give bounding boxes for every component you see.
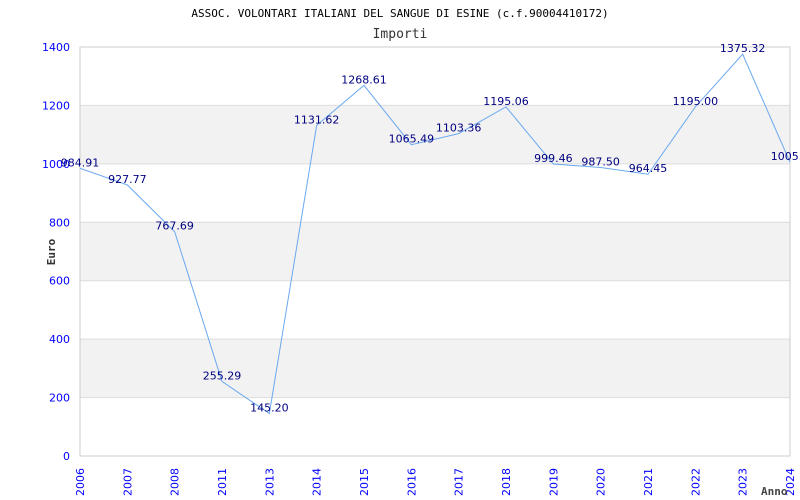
x-tick-label: 2007 bbox=[121, 468, 134, 496]
x-tick-label: 2018 bbox=[500, 468, 513, 496]
x-tick-label: 2017 bbox=[453, 468, 466, 496]
x-tick-label: 2019 bbox=[547, 468, 560, 496]
y-axis-label: Euro bbox=[45, 238, 58, 265]
data-label: 984.91 bbox=[61, 156, 100, 169]
x-tick-label: 2020 bbox=[595, 468, 608, 496]
y-tick-label: 600 bbox=[49, 275, 70, 288]
x-tick-label: 2015 bbox=[358, 468, 371, 496]
x-tick-label: 2013 bbox=[263, 468, 276, 496]
chart-subtitle: Importi bbox=[373, 27, 428, 42]
data-label: 1375.32 bbox=[720, 42, 766, 55]
data-label: 1131.62 bbox=[294, 113, 340, 126]
data-label: 999.46 bbox=[534, 152, 573, 165]
series-line bbox=[79, 53, 791, 415]
x-tick-label: 2014 bbox=[311, 468, 324, 496]
x-tick-label: 2016 bbox=[405, 468, 418, 496]
data-label: 1103.36 bbox=[436, 122, 482, 135]
data-label: 145.20 bbox=[250, 402, 289, 415]
grid-band bbox=[80, 222, 790, 281]
data-label: 1005.8 bbox=[771, 150, 800, 163]
x-tick-label: 2011 bbox=[216, 468, 229, 496]
data-label: 987.50 bbox=[581, 156, 620, 169]
y-tick-label: 200 bbox=[49, 392, 70, 405]
y-tick-label: 400 bbox=[49, 333, 70, 346]
x-tick-label: 2021 bbox=[642, 468, 655, 496]
x-tick-label: 2024 bbox=[784, 468, 797, 496]
data-label: 964.45 bbox=[629, 162, 668, 175]
x-tick-label: 2006 bbox=[74, 468, 87, 496]
data-label: 1268.61 bbox=[341, 73, 387, 86]
data-label: 1065.49 bbox=[389, 133, 435, 146]
x-tick-label: 2023 bbox=[737, 468, 750, 496]
x-tick-label: 2022 bbox=[689, 468, 702, 496]
grid-band bbox=[80, 105, 790, 164]
x-tick-label: 2008 bbox=[169, 468, 182, 496]
plot-border bbox=[79, 46, 791, 457]
y-tick-label: 0 bbox=[63, 450, 70, 463]
y-tick-label: 1000 bbox=[42, 158, 70, 171]
y-tick-label: 800 bbox=[49, 216, 70, 229]
data-label: 1195.06 bbox=[483, 95, 529, 108]
chart-title: ASSOC. VOLONTARI ITALIANI DEL SANGUE DI … bbox=[191, 7, 608, 20]
x-axis-label: Anno bbox=[761, 485, 788, 498]
data-label: 255.29 bbox=[203, 369, 242, 382]
grid-band bbox=[80, 339, 790, 398]
y-tick-label: 1200 bbox=[42, 99, 70, 112]
y-tick-label: 1400 bbox=[42, 41, 70, 54]
data-label: 927.77 bbox=[108, 173, 147, 186]
data-label: 1195.00 bbox=[673, 95, 719, 108]
data-label: 767.69 bbox=[155, 220, 194, 233]
